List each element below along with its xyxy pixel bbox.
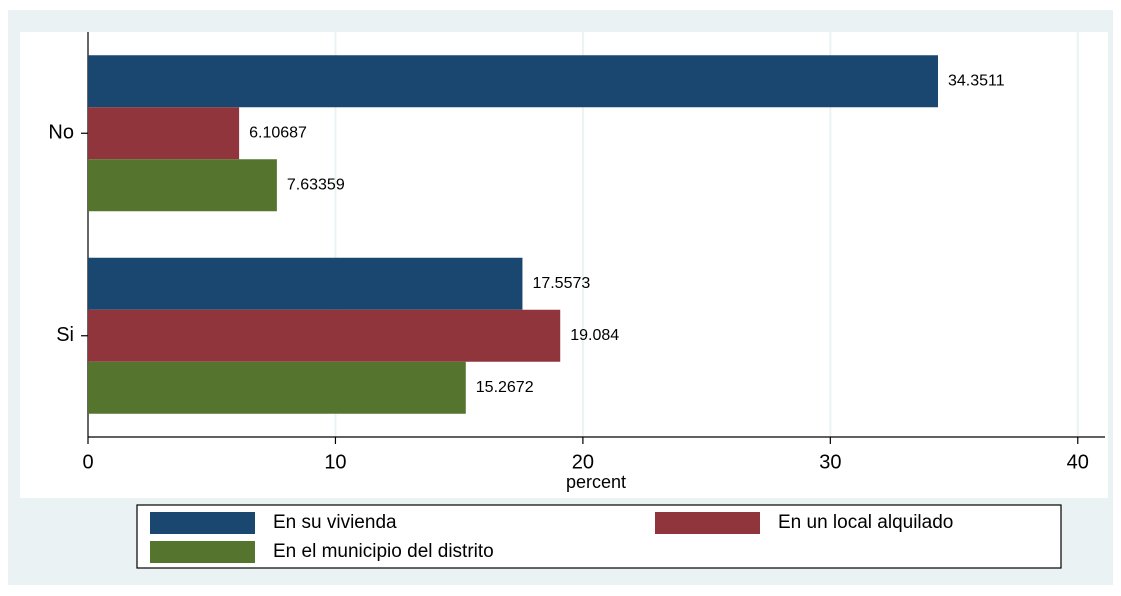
legend-label: En su vivienda (273, 512, 397, 533)
legend-box (136, 504, 1062, 569)
bar (88, 159, 277, 212)
bar (88, 107, 240, 160)
bar (88, 55, 939, 108)
value-label: 6.10687 (249, 124, 307, 141)
y-tick-label: No (48, 122, 74, 144)
bar (88, 361, 466, 414)
x-tick-label: 30 (819, 451, 841, 473)
y-tick-label: Si (56, 324, 74, 346)
x-tick-label: 20 (572, 451, 594, 473)
bar (88, 257, 523, 310)
bar (88, 309, 561, 362)
x-tick-label: 10 (324, 451, 346, 473)
x-tick-label: 40 (1067, 451, 1089, 473)
value-label: 19.084 (570, 327, 619, 344)
value-label: 15.2672 (476, 379, 534, 396)
value-label: 17.5573 (532, 275, 590, 292)
value-label: 34.3511 (948, 72, 1005, 89)
value-label: 7.63359 (287, 176, 345, 193)
legend-label: En el municipio del distrito (273, 541, 494, 562)
x-tick-label: 0 (82, 451, 93, 473)
legend-swatch (655, 512, 760, 534)
x-axis-title: percent (566, 472, 626, 492)
legend-swatch (150, 541, 255, 563)
legend-label: En un local alquilado (778, 512, 953, 533)
legend-swatch (150, 512, 255, 534)
